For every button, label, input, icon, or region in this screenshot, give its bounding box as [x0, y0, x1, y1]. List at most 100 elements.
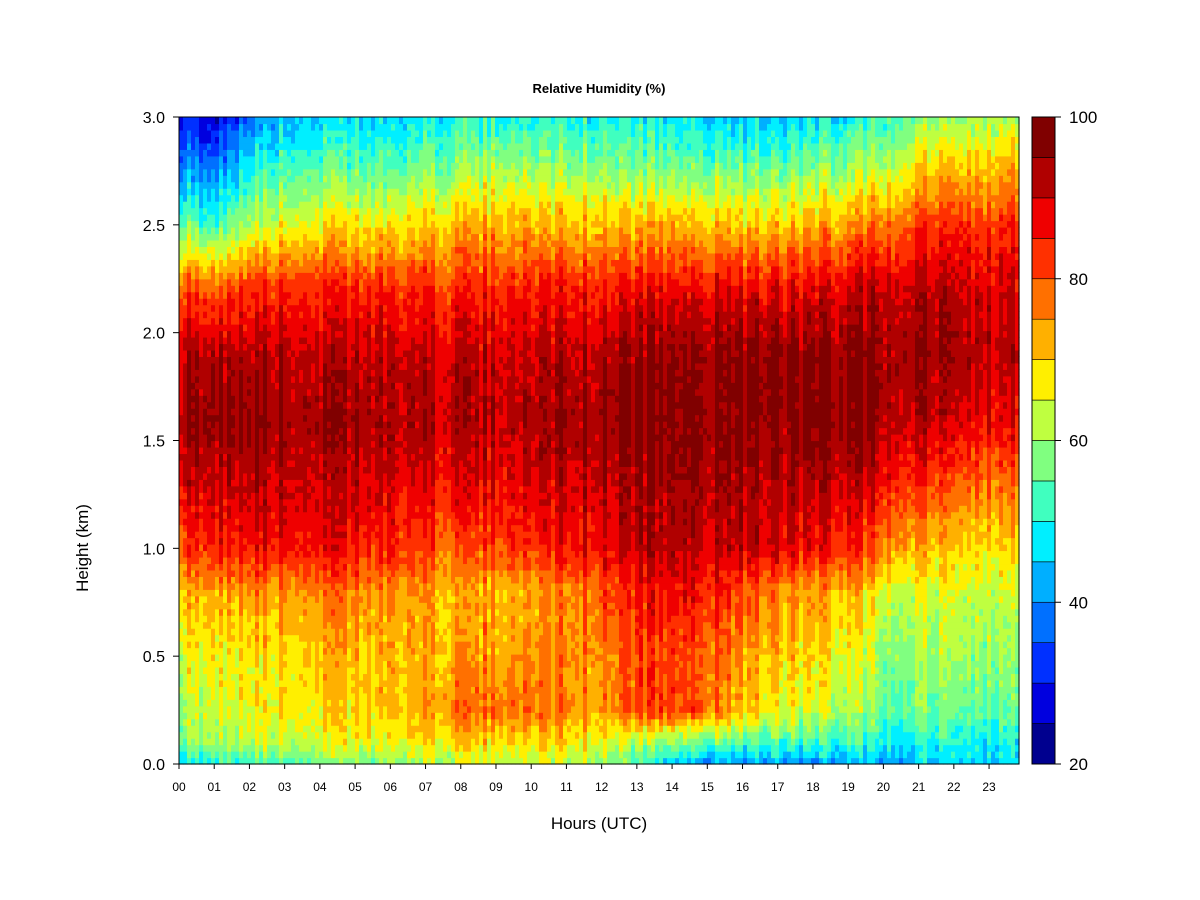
heatmap-cell: [283, 324, 288, 332]
heatmap-cell: [263, 511, 268, 519]
heatmap-cell: [279, 531, 284, 539]
heatmap-cell: [263, 757, 268, 765]
heatmap-cell: [259, 259, 264, 267]
heatmap-cell: [187, 155, 192, 163]
heatmap-cell: [231, 440, 236, 448]
heatmap-cell: [243, 401, 248, 409]
heatmap-cell: [359, 427, 364, 435]
heatmap-cell: [247, 641, 252, 649]
heatmap-cell: [279, 162, 284, 170]
heatmap-cell: [211, 175, 216, 183]
heatmap-cell: [179, 265, 184, 273]
heatmap-cell: [243, 285, 248, 293]
heatmap-cell: [319, 226, 324, 235]
heatmap-cell: [231, 738, 236, 746]
heatmap-cell: [371, 679, 376, 687]
heatmap-cell: [291, 194, 296, 202]
heatmap-cell: [247, 666, 252, 675]
heatmap-cell: [215, 220, 220, 228]
heatmap-cell: [247, 298, 252, 306]
heatmap-cell: [275, 434, 280, 442]
heatmap-cell: [295, 343, 300, 351]
heatmap-cell: [307, 595, 312, 603]
heatmap-cell: [207, 401, 212, 409]
heatmap-cell: [243, 356, 248, 364]
heatmap-cell: [179, 136, 184, 144]
heatmap-cell: [195, 537, 200, 545]
heatmap-cell: [271, 324, 276, 332]
heatmap-cell: [367, 615, 372, 623]
heatmap-cell: [299, 647, 304, 655]
heatmap-cell: [263, 446, 268, 455]
heatmap-cell: [279, 304, 284, 312]
heatmap-cell: [287, 492, 292, 500]
heatmap-cell: [227, 492, 232, 500]
heatmap-cell: [267, 369, 272, 377]
heatmap-cell: [231, 188, 236, 196]
heatmap-cell: [319, 382, 324, 390]
heatmap-cell: [315, 660, 320, 668]
heatmap-cell: [195, 589, 200, 597]
heatmap-cell: [347, 356, 352, 364]
heatmap-cell: [271, 317, 276, 325]
heatmap-cell: [315, 751, 320, 759]
heatmap-cell: [199, 214, 204, 222]
heatmap-cell: [355, 699, 360, 707]
heatmap-cell: [203, 343, 208, 351]
heatmap-cell: [251, 453, 256, 461]
heatmap-cell: [291, 129, 296, 138]
heatmap-cell: [355, 259, 360, 267]
heatmap-cell: [207, 123, 212, 131]
heatmap-cell: [303, 679, 308, 687]
heatmap-cell: [183, 556, 188, 565]
heatmap-cell: [331, 705, 336, 713]
heatmap-cell: [255, 324, 260, 332]
heatmap-cell: [335, 446, 340, 455]
heatmap-cell: [327, 602, 332, 610]
heatmap-cell: [243, 446, 248, 455]
heatmap-cell: [291, 408, 296, 416]
heatmap-cell: [319, 582, 324, 590]
heatmap-cell: [183, 265, 188, 273]
heatmap-cell: [355, 718, 360, 726]
heatmap-cell: [339, 129, 344, 138]
heatmap-cell: [195, 382, 200, 390]
heatmap-cell: [259, 201, 264, 209]
heatmap-cell: [295, 621, 300, 629]
heatmap-cell: [371, 699, 376, 707]
heatmap-cell: [251, 466, 256, 474]
heatmap-cell: [371, 265, 376, 273]
heatmap-cell: [231, 725, 236, 733]
heatmap-cell: [367, 569, 372, 577]
heatmap-cell: [235, 414, 240, 422]
heatmap-cell: [191, 615, 196, 623]
heatmap-cell: [275, 692, 280, 700]
heatmap-cell: [295, 149, 300, 157]
heatmap-cell: [247, 233, 252, 241]
heatmap-cell: [303, 466, 308, 474]
heatmap-cell: [303, 369, 308, 377]
heatmap-cell: [283, 563, 288, 571]
heatmap-cell: [263, 595, 268, 603]
heatmap-cell: [327, 466, 332, 474]
heatmap-cell: [191, 194, 196, 202]
heatmap-cell: [235, 699, 240, 707]
heatmap-cell: [355, 679, 360, 687]
heatmap-cell: [371, 317, 376, 325]
heatmap-cell: [271, 569, 276, 577]
heatmap-cell: [235, 246, 240, 254]
heatmap-cell: [355, 738, 360, 746]
heatmap-cell: [255, 175, 260, 183]
heatmap-cell: [299, 537, 304, 545]
heatmap-cell: [211, 544, 216, 552]
heatmap-cell: [343, 233, 348, 241]
heatmap-cell: [187, 666, 192, 675]
heatmap-cell: [327, 265, 332, 273]
heatmap-cell: [231, 117, 236, 125]
heatmap-cell: [215, 239, 220, 247]
heatmap-cell: [219, 343, 224, 351]
heatmap-cell: [283, 401, 288, 409]
heatmap-cell: [199, 343, 204, 351]
heatmap-cell: [327, 725, 332, 733]
heatmap-cell: [347, 117, 352, 125]
